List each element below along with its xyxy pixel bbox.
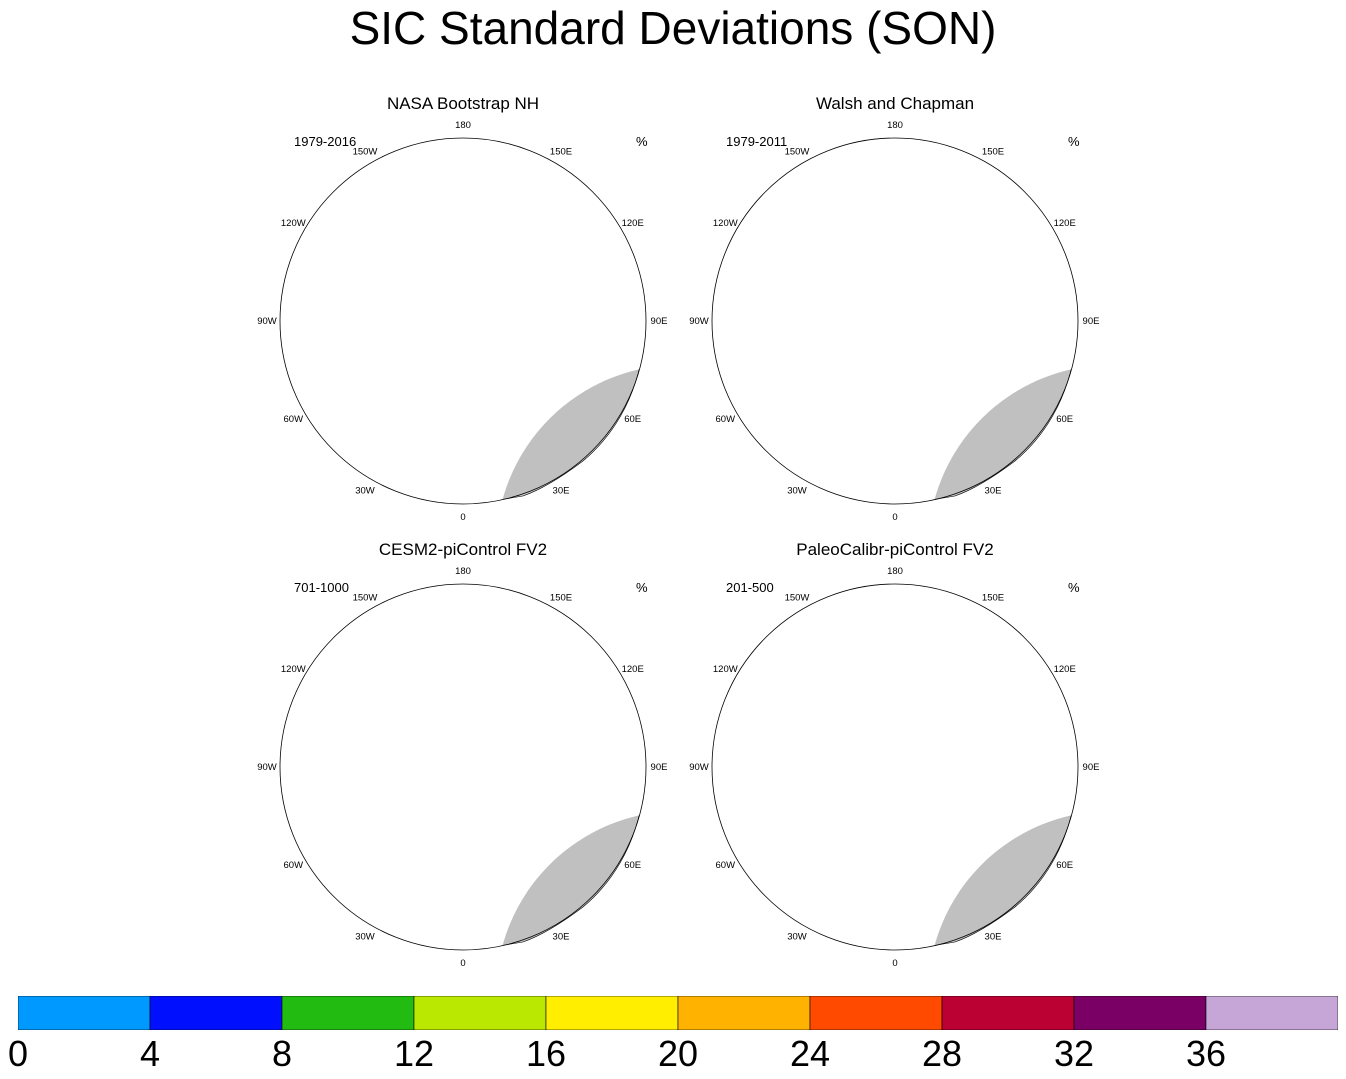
ocean-disk	[712, 138, 1078, 504]
colorbar-swatch	[677, 996, 811, 1030]
polar-map: 180 150E 120E 90E 60E 30E 0 30W 60W 90W 120W 150W	[689, 566, 1100, 969]
polar-map: 180 150E 120E 90E 60E 30E 0 30W 60W 90W 120W 150W	[257, 566, 668, 969]
lon-label: 60W	[284, 860, 304, 871]
colorbar-tick-label: 12	[393, 1033, 435, 1074]
colorbar	[18, 996, 1338, 1030]
panel-nasa-bootstrap: NASA Bootstrap NH 1979-2016 % 180 150E 120…	[247, 94, 679, 534]
colorbar-tick-label: 20	[657, 1033, 699, 1074]
panel-title: CESM2-piControl FV2	[378, 540, 548, 559]
map-boundary	[279, 583, 647, 951]
colorbar-swatch	[149, 996, 283, 1030]
lon-label: 150W	[785, 592, 810, 603]
panel-title: Walsh and Chapman	[815, 94, 975, 113]
colorbar-tick-label: 8	[271, 1033, 293, 1074]
lon-label: 30W	[355, 932, 375, 943]
lon-label: 150W	[353, 146, 378, 157]
colorbar-tick-label: 24	[789, 1033, 831, 1074]
lon-label: 90E	[651, 762, 668, 773]
lon-label: 90W	[257, 316, 277, 327]
lon-label: 0	[892, 958, 897, 969]
lon-label: 60E	[1056, 414, 1073, 425]
lon-label: 120W	[281, 218, 306, 229]
lon-label: 150E	[550, 592, 572, 603]
ocean-disk	[280, 138, 646, 504]
main-title: SIC Standard Deviations (SON)	[349, 2, 997, 54]
colorbar-swatch	[545, 996, 679, 1030]
colorbar-swatch	[18, 996, 151, 1030]
colorbar-tick-label: 28	[921, 1033, 963, 1074]
lon-label: 150W	[353, 592, 378, 603]
ocean-disk	[712, 584, 1078, 950]
panel-period: 1979-2016	[294, 134, 357, 149]
colorbar-tick-label: 0	[7, 1033, 29, 1074]
panel-period: 1979-2011	[726, 134, 788, 149]
lon-label: 150W	[785, 146, 810, 157]
lon-label: 120E	[1054, 218, 1076, 229]
lon-label: 0	[460, 958, 465, 969]
lon-label: 180	[455, 566, 471, 577]
polar-map: 180 150E 120E 90E 60E 30E 0 30W 60W 90W 120W 150W	[689, 120, 1100, 523]
colorbar-tick-label: 32	[1053, 1033, 1095, 1074]
panel-period: 201-500	[726, 580, 774, 595]
lon-label: 90E	[651, 316, 668, 327]
colorbar-swatch	[941, 996, 1075, 1030]
lon-label: 90W	[689, 762, 709, 773]
colorbar-swatch	[809, 996, 943, 1030]
lon-label: 90W	[257, 762, 277, 773]
lon-label: 60E	[624, 414, 641, 425]
lon-label: 120W	[713, 218, 738, 229]
ocean-disk	[280, 584, 646, 950]
lon-label: 90E	[1083, 316, 1100, 327]
panel-cesm2-picontrol: CESM2-piControl FV2 701-1000 % 180 150E 12…	[247, 540, 679, 980]
lon-label: 60E	[624, 860, 641, 871]
lon-label: 30E	[985, 932, 1002, 943]
lon-label: 150E	[982, 146, 1004, 157]
lon-label: 90E	[1083, 762, 1100, 773]
lon-label: 120W	[713, 664, 738, 675]
panel-units: %	[1068, 580, 1080, 595]
panel-paleocalibr-picontrol: PaleoCalibr-piControl FV2 201-500 % 180 1…	[679, 540, 1111, 980]
lon-label: 180	[455, 120, 471, 131]
lon-label: 180	[887, 120, 903, 131]
lon-label: 150E	[982, 592, 1004, 603]
colorbar-swatch	[281, 996, 415, 1030]
lon-label: 60E	[1056, 860, 1073, 871]
map-boundary	[279, 137, 647, 505]
colorbar-swatch	[1073, 996, 1207, 1030]
colorbar-tick-label: 36	[1185, 1033, 1227, 1074]
colorbar-swatch	[413, 996, 547, 1030]
lon-label: 60W	[716, 414, 736, 425]
lon-label: 0	[892, 512, 897, 523]
lon-label: 120E	[1054, 664, 1076, 675]
lon-label: 30E	[553, 486, 570, 497]
lon-label: 60W	[284, 414, 304, 425]
panel-units: %	[636, 580, 648, 595]
lon-label: 120W	[281, 664, 306, 675]
lon-label: 0	[460, 512, 465, 523]
lon-label: 180	[887, 566, 903, 577]
colorbar-tick-label: 16	[525, 1033, 567, 1074]
map-boundary	[711, 137, 1079, 505]
lon-label: 30W	[355, 486, 375, 497]
colorbar-tick-label: 4	[139, 1033, 161, 1074]
map-boundary	[711, 583, 1079, 951]
lon-label: 120E	[622, 664, 644, 675]
panel-period: 701-1000	[294, 580, 349, 595]
panel-title: PaleoCalibr-piControl FV2	[796, 540, 994, 559]
panel-walsh-chapman: Walsh and Chapman 1979-2011 % 180 150E 120…	[679, 94, 1111, 534]
lon-label: 90W	[689, 316, 709, 327]
lon-label: 30E	[553, 932, 570, 943]
lon-label: 120E	[622, 218, 644, 229]
lon-label: 150E	[550, 146, 572, 157]
polar-map: 180 150E 120E 90E 60E 30E 0 30W 60W 90W 120W 150W	[257, 120, 668, 523]
panel-units: %	[636, 134, 648, 149]
colorbar-swatch	[1205, 996, 1338, 1030]
panel-units: %	[1068, 134, 1080, 149]
panel-title: NASA Bootstrap NH	[386, 94, 540, 113]
lon-label: 60W	[716, 860, 736, 871]
lon-label: 30E	[985, 486, 1002, 497]
lon-label: 30W	[787, 486, 807, 497]
lon-label: 30W	[787, 932, 807, 943]
